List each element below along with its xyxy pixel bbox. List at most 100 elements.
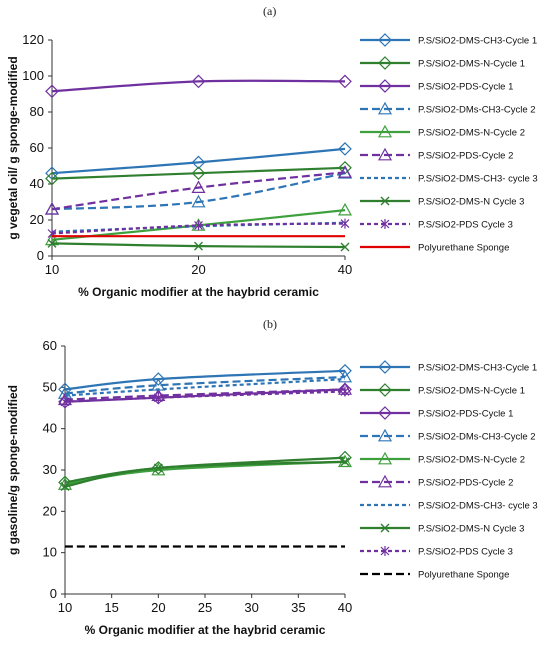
chart-b-legend-label: P.S/SiO2-DMS-CH3-Cycle 1 — [418, 363, 537, 374]
chart-a-data-point — [191, 180, 206, 193]
chart-b-legend-entry: P.S/SiO2-DMs-CH3-Cycle 2 — [360, 428, 536, 443]
chart-b-legend-entry: P.S/SiO2-DMS-CH3- cycle 3 — [360, 501, 538, 512]
chart-b-legend-entry: Polyurethane Sponge — [360, 570, 509, 581]
chart-b-legend-entry: P.S/SiO2-DMS-N-Cycle 2 — [360, 451, 525, 466]
chart-a-legend-marker — [378, 33, 392, 47]
chart-b-x-axis-title: % Organic modifier at the haybrid cerami… — [85, 623, 326, 637]
chart-a-legend-marker — [377, 124, 393, 138]
chart-a-data-point — [194, 220, 203, 231]
chart-a-legend-marker — [380, 196, 390, 206]
chart-a-legend-label: P.S/SiO2-PDS Cycle 3 — [418, 220, 513, 231]
chart-a-data-point — [44, 232, 60, 246]
chart-b-legend-marker — [378, 406, 392, 420]
chart-a-data-point — [338, 74, 352, 89]
chart-a-data-point — [191, 74, 206, 89]
chart-a-series-line — [51, 147, 346, 175]
chart-a-data-point — [194, 241, 203, 251]
chart-a-legend-label: P.S/SiO2-DMS-CH3-Cycle 1 — [418, 36, 537, 47]
chart-panel-b: (b) 0 10 20 30 40 50 60 10 15 20 25 30 35 40% Organic… — [0, 315, 550, 645]
chart-a-y-tick-label: 80 — [30, 104, 44, 119]
chart-a-y-tick-label: 0 — [37, 248, 44, 263]
chart-b-data-point — [340, 386, 350, 397]
chart-a-legend-entry: P.S/SiO2-DMs-CH3-Cycle 2 — [360, 101, 536, 116]
chart-b-x-tick-label: 10 — [58, 600, 72, 615]
chart-a-data-point — [191, 155, 206, 170]
panel-label-a: (a) — [263, 4, 277, 18]
chart-a-legend-entry: P.S/SiO2-DMS-CH3-Cycle 1 — [360, 33, 537, 47]
chart-a-legend-marker — [378, 79, 392, 93]
chart-a-legend-label: P.S/SiO2-PDS-Cycle 1 — [418, 82, 513, 93]
chart-a-data-point — [45, 84, 59, 99]
chart-a-data-point — [44, 201, 60, 215]
chart-b-legend-entry: P.S/SiO2-DMS-N Cycle 3 — [360, 524, 524, 535]
chart-a-data-point — [337, 165, 353, 178]
chart-a-series-line — [51, 172, 346, 211]
chart-a-data-point — [47, 238, 57, 248]
chart-b-data-point — [338, 450, 352, 465]
chart-b-data-point — [60, 482, 70, 492]
chart-b-legend-marker — [380, 523, 390, 533]
chart-b-legend-label: P.S/SiO2-DMS-CH3- cycle 3 — [418, 501, 538, 512]
chart-b-legend-label: P.S/SiO2-DMs-CH3-Cycle 2 — [418, 432, 536, 443]
chart-b-series-9 — [60, 386, 350, 407]
chart-a-legend-marker — [377, 147, 393, 161]
chart-b-data-point — [338, 363, 352, 378]
chart-b-x-tick-label: 25 — [198, 600, 212, 615]
chart-a-series-6 — [44, 165, 353, 215]
chart-b-series-line — [64, 456, 346, 484]
chart-b-legend-marker — [377, 428, 393, 442]
chart-b-series-1 — [58, 363, 352, 397]
chart-b-series-7 — [64, 377, 346, 397]
chart-a-legend-entry: P.S/SiO2-DMS-N Cycle 3 — [360, 197, 524, 208]
chart-a-series-line — [51, 171, 346, 211]
chart-a-y-axis-title: g vegetal oil/ g sponge-modified — [6, 56, 20, 239]
chart-a-legend-label: P.S/SiO2-DMs-CH3-Cycle 2 — [418, 105, 536, 116]
chart-a-series-1 — [45, 142, 352, 181]
chart-b-data-point — [58, 475, 72, 490]
chart-b-series-2 — [58, 450, 352, 490]
chart-b-legend-label: P.S/SiO2-DMS-N Cycle 3 — [418, 524, 524, 535]
chart-b-legend-entry: P.S/SiO2-PDS Cycle 3 — [360, 546, 513, 558]
chart-b-y-tick-label: 20 — [43, 503, 57, 518]
chart-a-legend-label: P.S/SiO2-DMS-N Cycle 3 — [418, 197, 524, 208]
chart-b-legend-entry: P.S/SiO2-PDS-Cycle 1 — [360, 406, 513, 420]
chart-b-x-tick-label: 20 — [151, 600, 165, 615]
chart-a-legend-marker — [380, 219, 390, 229]
chart-a-legend-label: Polyurethane Sponge — [418, 243, 509, 254]
chart-a-legend-marker — [377, 101, 393, 115]
chart-b-legend-marker — [380, 546, 390, 556]
chart-a-y-tick-label: 20 — [30, 212, 44, 227]
chart-b-legend-marker — [378, 383, 392, 397]
chart-b-y-tick-label: 10 — [43, 545, 57, 560]
chart-b-series-line — [64, 388, 346, 401]
chart-b-y-tick-label: 0 — [50, 586, 57, 601]
chart-a-data-point — [340, 242, 350, 252]
chart-b-legend-label: P.S/SiO2-PDS-Cycle 1 — [418, 409, 513, 420]
chart-b-legend-entry: P.S/SiO2-PDS-Cycle 2 — [360, 474, 513, 489]
chart-a-data-point — [45, 171, 59, 186]
chart-b-y-tick-label: 30 — [43, 462, 57, 477]
chart-b-series-line — [64, 375, 346, 395]
chart-a-y-tick-label: 100 — [22, 68, 44, 83]
chart-a-legend-label: P.S/SiO2-PDS-Cycle 2 — [418, 151, 513, 162]
chart-b-legend-label: P.S/SiO2-DMS-N-Cycle 2 — [418, 455, 525, 466]
chart-a-legend-entry: P.S/SiO2-DMS-N-Cycle 1 — [360, 56, 525, 70]
chart-a-x-tick-label: 40 — [338, 262, 352, 277]
chart-b-data-point — [153, 463, 163, 473]
chart-a-legend-label: P.S/SiO2-DMS-CH3- cycle 3 — [418, 174, 538, 185]
chart-a-y-tick-label: 40 — [30, 176, 44, 191]
chart-b-data-point — [151, 461, 166, 475]
chart-a-legend-entry: P.S/SiO2-DMS-CH3- cycle 3 — [360, 174, 538, 185]
chart-b-data-point — [337, 369, 353, 383]
chart-b-series-line — [64, 460, 346, 488]
chart-b-y-tick-label: 40 — [43, 421, 57, 436]
chart-a-series-line — [51, 79, 346, 93]
chart-b-y-tick-label: 50 — [43, 379, 57, 394]
chart-a-data-point — [191, 166, 206, 181]
chart-a-data-point — [45, 166, 59, 181]
chart-a-legend-entry: P.S/SiO2-DMS-N-Cycle 2 — [360, 124, 525, 139]
chart-b-data-point — [153, 392, 163, 403]
chart-a-y-tick-label: 60 — [30, 140, 44, 155]
chart-a-series-3 — [45, 74, 352, 99]
chart-b-y-axis-title: g gasoline/g sponge-modified — [6, 385, 20, 555]
